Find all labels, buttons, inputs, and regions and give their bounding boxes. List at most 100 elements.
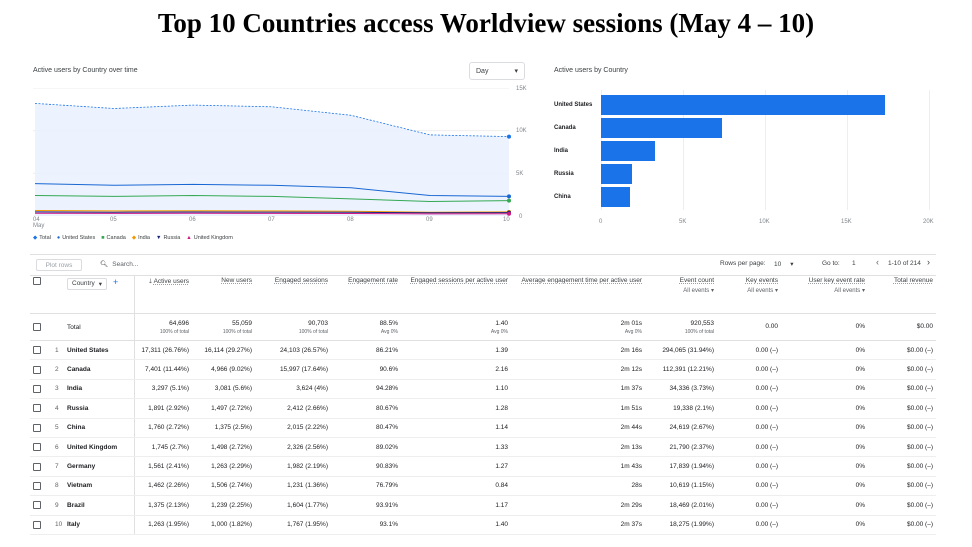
metric-cell: 15,997 (17.64%) xyxy=(255,359,331,380)
series-line-united-states xyxy=(34,183,510,197)
event-filter-dropdown[interactable]: All events ▾ xyxy=(747,288,778,294)
checkbox-cell[interactable] xyxy=(30,340,52,361)
country-name[interactable]: United States xyxy=(64,340,135,361)
metric-cell: $0.00 (–) xyxy=(868,340,936,361)
metric-cell: 0% xyxy=(781,418,868,438)
granularity-dropdown[interactable]: Day ▾ xyxy=(469,62,525,80)
rows-per-page-select[interactable]: 10 ▾ xyxy=(774,261,794,268)
row-checkbox[interactable] xyxy=(33,462,41,471)
col-engaged-per-user[interactable]: Engaged sessions per active user xyxy=(401,275,511,314)
table-row[interactable]: 7 Germany 1,561 (2.41%) 1,263 (2.29%) 1,982 … xyxy=(30,456,936,477)
col-engagement-rate[interactable]: Engagement rate xyxy=(331,275,401,314)
table-row[interactable]: 8 Vietnam 1,462 (2.26%) 1,506 (2.74%) 1,231 … xyxy=(30,476,936,497)
col-engaged-sessions[interactable]: Engaged sessions xyxy=(255,275,331,314)
col-new-users[interactable]: New users xyxy=(192,275,255,314)
legend-item[interactable]: ▲ United Kingdom xyxy=(186,235,233,241)
table-row[interactable]: 6 United Kingdom 1,745 (2.7%) 1,498 (2.72%)… xyxy=(30,437,936,458)
dimension-select[interactable]: Country ▾ xyxy=(67,277,108,290)
table-row[interactable]: 2 Canada 7,401 (11.44%) 4,966 (9.02%) 15,997… xyxy=(30,359,936,380)
checkbox-cell[interactable] xyxy=(30,495,52,516)
metric-cell: 1,000 (1.82%) xyxy=(192,515,255,535)
row-checkbox[interactable] xyxy=(33,365,41,374)
next-page-icon[interactable]: › xyxy=(927,257,930,267)
metric-cell: 1,497 (2.72%) xyxy=(192,398,255,419)
table-row[interactable]: 4 Russia 1,891 (2.92%) 1,497 (2.72%) 2,412 (… xyxy=(30,398,936,419)
row-checkbox[interactable] xyxy=(33,520,41,529)
row-checkbox[interactable] xyxy=(33,346,41,355)
country-name[interactable]: Brazil xyxy=(64,495,135,516)
chevron-down-icon: ▾ xyxy=(98,280,103,288)
row-checkbox[interactable] xyxy=(33,384,41,393)
checkbox-cell[interactable] xyxy=(30,379,52,400)
total-label: Total xyxy=(64,313,135,341)
checkbox-cell[interactable] xyxy=(30,476,52,497)
metric-cell: 0.00 (–) xyxy=(717,495,781,516)
series-line-india xyxy=(34,210,510,213)
row-checkbox[interactable] xyxy=(33,423,41,432)
legend-item[interactable]: ■ Canada xyxy=(101,235,126,241)
search-box[interactable]: 🔍︎ Search... xyxy=(100,260,139,269)
country-name[interactable]: China xyxy=(64,418,135,438)
row-checkbox[interactable] xyxy=(33,501,41,510)
metric-cell: 2m 44s xyxy=(511,418,645,438)
legend-item[interactable]: ◆ India xyxy=(131,235,150,241)
col-total-revenue[interactable]: Total revenue xyxy=(868,275,936,314)
col-avg-engagement-time[interactable]: Average engagement time per active user xyxy=(511,275,645,314)
row-checkbox[interactable] xyxy=(33,323,41,331)
metric-cell: 80.47% xyxy=(331,418,401,438)
legend-item[interactable]: ◆ Total xyxy=(33,235,51,241)
bar[interactable] xyxy=(601,141,656,161)
goto-input[interactable]: 1 xyxy=(852,260,856,267)
plot-rows-button[interactable]: Plot rows xyxy=(36,259,82,271)
checkbox-cell[interactable] xyxy=(30,456,52,477)
select-all-checkbox[interactable] xyxy=(33,277,41,285)
x-tick-month: May xyxy=(33,223,45,229)
bar[interactable] xyxy=(601,187,630,207)
event-filter-dropdown[interactable]: All events ▾ xyxy=(834,288,865,294)
country-name[interactable]: Russia xyxy=(64,398,135,419)
country-name[interactable]: Canada xyxy=(64,359,135,380)
row-checkbox[interactable] xyxy=(33,481,41,490)
bar-x-tick: 5K xyxy=(679,219,687,225)
search-input[interactable]: Search... xyxy=(112,260,139,268)
country-name[interactable]: Vietnam xyxy=(64,476,135,497)
country-name[interactable]: Germany xyxy=(64,456,135,477)
select-all-cell[interactable] xyxy=(30,275,52,314)
checkbox-cell[interactable] xyxy=(30,398,52,419)
checkbox-cell[interactable] xyxy=(30,515,52,535)
legend-item[interactable]: ● United States xyxy=(56,235,96,241)
bar[interactable] xyxy=(601,164,632,184)
table-row[interactable]: 9 Brazil 1,375 (2.13%) 1,239 (2.25%) 1,604 (… xyxy=(30,495,936,516)
add-dimension-button[interactable]: + xyxy=(113,277,119,287)
metric-cell: 19,338 (2.1%) xyxy=(645,398,717,419)
row-checkbox[interactable] xyxy=(33,404,41,413)
page-title: Top 10 Countries access Worldview sessio… xyxy=(157,8,815,38)
country-name[interactable]: United Kingdom xyxy=(64,437,135,458)
legend-item[interactable]: ▼ Russia xyxy=(156,235,181,241)
bar[interactable] xyxy=(601,95,885,115)
col-key-events[interactable]: Key events All events ▾ xyxy=(717,275,781,314)
table-row[interactable]: 1 United States 17,311 (26.76%) 16,114 (29.… xyxy=(30,340,936,361)
bar-x-tick: 15K xyxy=(841,219,852,225)
col-active-users[interactable]: 🡓︎ Active users xyxy=(134,275,192,314)
metric-cell: 1.40 xyxy=(401,515,511,535)
bar-x-tick: 10K xyxy=(759,219,770,225)
metric-cell: 1,263 (1.95%) xyxy=(134,515,192,535)
metric-cell: $0.00 (–) xyxy=(868,418,936,438)
table-row[interactable]: 3 India 3,297 (5.1%) 3,081 (5.6%) 3,624 (4%)… xyxy=(30,379,936,400)
col-user-key-event-rate[interactable]: User key event rate All events ▾ xyxy=(781,275,868,314)
metric-cell: $0.00 (–) xyxy=(868,495,936,516)
checkbox-cell[interactable] xyxy=(30,437,52,458)
prev-page-icon[interactable]: ‹ xyxy=(876,257,879,267)
checkbox-cell[interactable] xyxy=(30,359,52,380)
x-tick: 06 xyxy=(189,217,196,223)
row-checkbox[interactable] xyxy=(33,443,41,452)
col-event-count[interactable]: Event count All events ▾ xyxy=(645,275,717,314)
bar[interactable] xyxy=(601,118,723,138)
event-filter-dropdown[interactable]: All events ▾ xyxy=(683,288,714,294)
checkbox-cell[interactable] xyxy=(30,418,52,438)
country-name[interactable]: Italy xyxy=(64,515,135,535)
table-row[interactable]: 10 Italy 1,263 (1.95%) 1,000 (1.82%) 1,767 (… xyxy=(30,515,936,535)
country-name[interactable]: India xyxy=(64,379,135,400)
table-row[interactable]: 5 China 1,760 (2.72%) 1,375 (2.5%) 2,015 (2.… xyxy=(30,418,936,438)
